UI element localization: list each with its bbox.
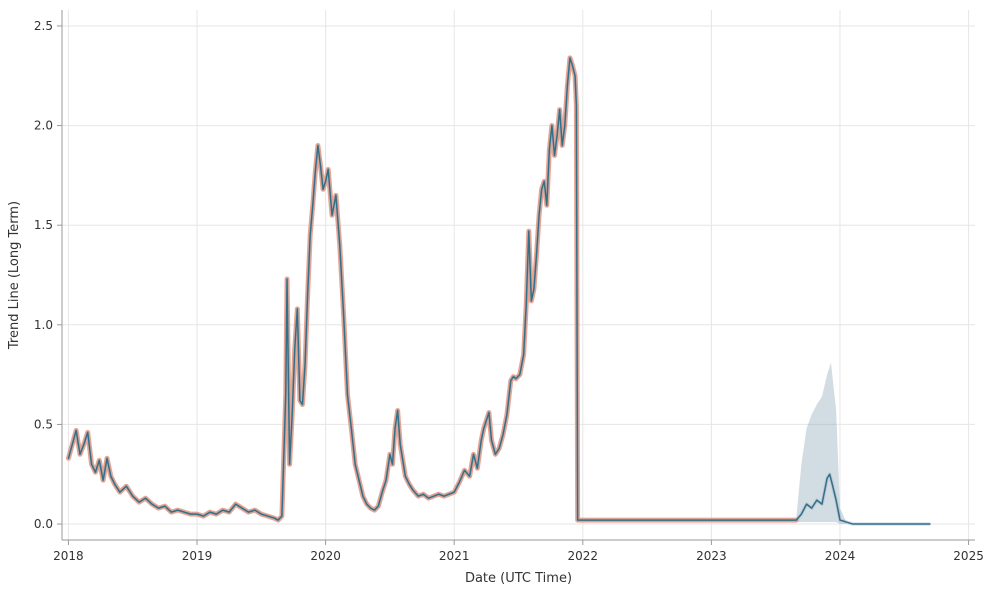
x-axis-label: Date (UTC Time) [465, 571, 572, 586]
y-tick-label: 1.5 [34, 218, 53, 232]
x-tick-label: 2025 [953, 549, 984, 563]
x-tick-label: 2020 [310, 549, 341, 563]
chart-container: 2018 2019 2020 2021 2022 2023 2024 2025 0.0 0.5 1.… [0, 0, 989, 590]
x-tick-label: 2023 [696, 549, 727, 563]
y-axis-label: Trend Line (Long Term) [7, 201, 22, 350]
x-tick-label: 2018 [53, 549, 84, 563]
x-tick-label: 2024 [825, 549, 856, 563]
y-tick-label: 2.0 [34, 119, 53, 133]
trend-chart: 2018 2019 2020 2021 2022 2023 2024 2025 0.0 0.5 1.… [0, 0, 989, 590]
y-tick-label: 0.0 [34, 517, 53, 531]
x-tick-label: 2021 [439, 549, 470, 563]
x-tick-label: 2022 [568, 549, 599, 563]
x-tick-label: 2019 [182, 549, 213, 563]
y-axis: 0.0 0.5 1.0 1.5 2.0 2.5 [34, 19, 62, 531]
y-tick-label: 0.5 [34, 417, 53, 431]
y-tick-label: 1.0 [34, 318, 53, 332]
y-tick-label: 2.5 [34, 19, 53, 33]
x-axis: 2018 2019 2020 2021 2022 2023 2024 2025 [53, 540, 984, 563]
